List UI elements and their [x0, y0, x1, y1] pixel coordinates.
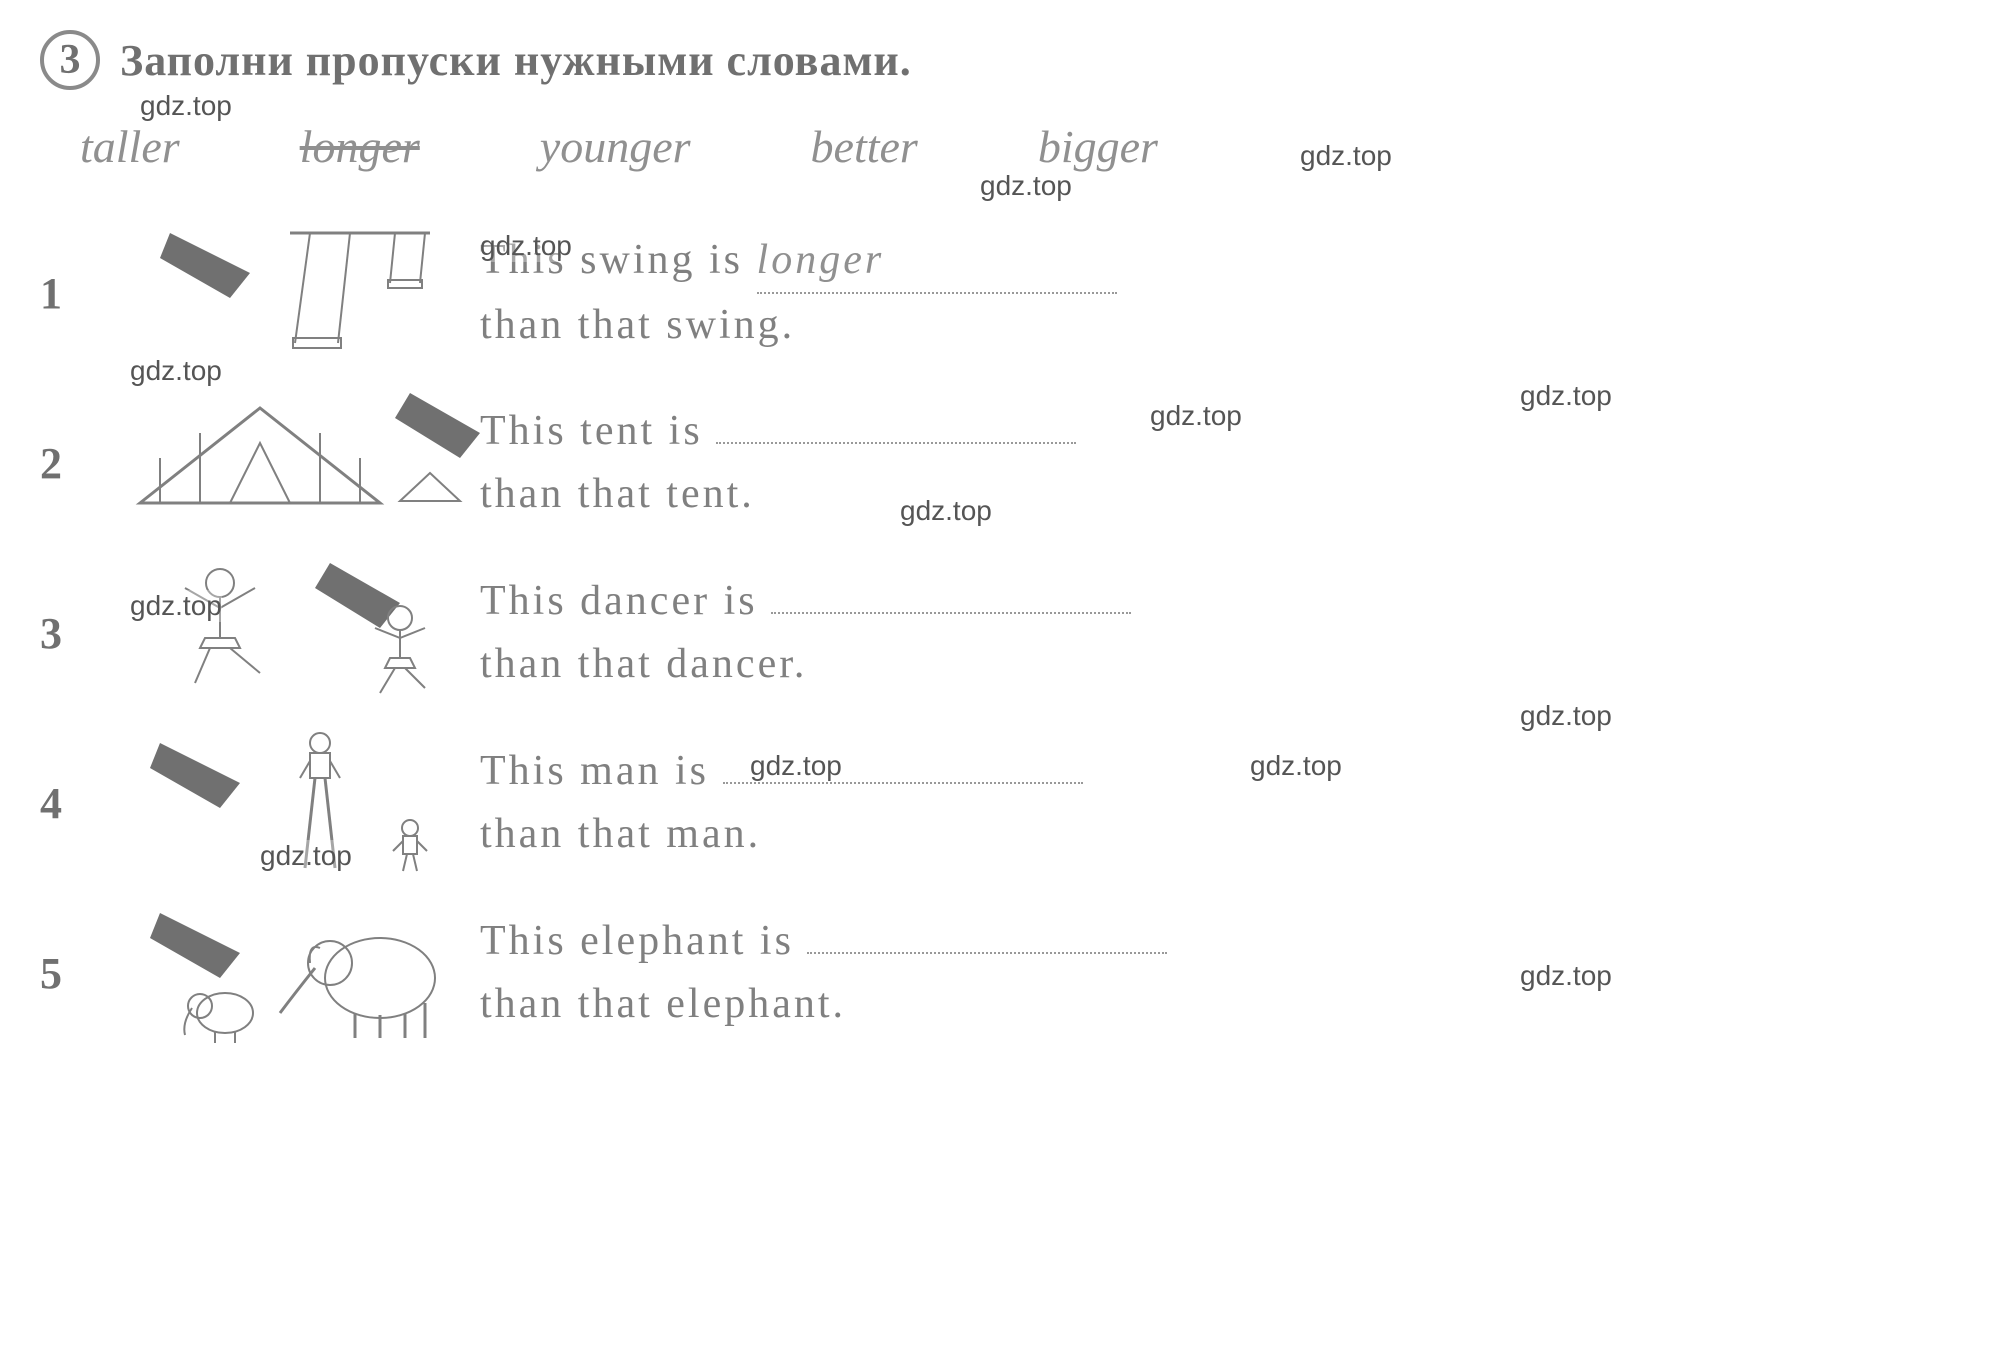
row-image	[100, 553, 480, 713]
row-image	[100, 723, 480, 883]
watermark: gdz.top	[140, 90, 232, 122]
sentence-suffix: than that tent.	[480, 471, 755, 517]
sentence-suffix: than that elephant.	[480, 981, 846, 1027]
swings-illustration	[100, 213, 480, 373]
exercise-header: 3 Заполни пропуски нужными словами.	[40, 30, 1962, 90]
exercise-row: 2 This tent is than that tent.	[40, 383, 1962, 543]
exercise-row: 5 This elephant is than that elephant.	[40, 893, 1962, 1053]
watermark: gdz.top	[980, 170, 1072, 202]
sentence-suffix: than that swing.	[480, 302, 795, 348]
word-bank-item: better	[811, 120, 918, 173]
men-stilts-illustration	[100, 723, 480, 883]
row-number: 3	[40, 608, 100, 659]
exercise-row: 4 This man is than that man.	[40, 723, 1962, 883]
sentence-prefix: This elephant is	[480, 918, 807, 964]
exercise-row: 3 This dancer is than that dancer.	[40, 553, 1962, 713]
exercise-number-circle: 3	[40, 30, 100, 90]
word-bank: taller longer younger better bigger	[80, 120, 1962, 173]
sentence-suffix: than that man.	[480, 811, 761, 857]
blank-line[interactable]	[807, 946, 1167, 954]
word-bank-item-crossed: longer	[300, 120, 420, 173]
sentence: This tent is than that tent.	[480, 400, 1962, 526]
elephants-illustration	[100, 893, 480, 1053]
row-image	[100, 893, 480, 1053]
row-image	[100, 213, 480, 373]
sentence-prefix: This tent is	[480, 408, 716, 454]
sentence-prefix: This swing is	[480, 237, 757, 283]
sentence-prefix: This man is	[480, 748, 723, 794]
sentence-prefix: This dancer is	[480, 578, 771, 624]
sentence: This swing is longer than that swing.	[480, 229, 1962, 357]
tents-illustration	[100, 383, 480, 543]
sentence: This dancer is than that dancer.	[480, 570, 1962, 696]
word-bank-item: younger	[540, 120, 691, 173]
word-bank-item: bigger	[1038, 120, 1158, 173]
row-number: 4	[40, 778, 100, 829]
blank-line[interactable]	[771, 606, 1131, 614]
exercise-number: 3	[60, 36, 81, 84]
blank-line[interactable]	[716, 436, 1076, 444]
exercise-row: 1 This swing is longer than that swing.	[40, 213, 1962, 373]
row-number: 1	[40, 268, 100, 319]
blank-line[interactable]	[723, 776, 1083, 784]
exercise-instruction: Заполни пропуски нужными словами.	[120, 35, 912, 86]
row-image	[100, 383, 480, 543]
row-number: 2	[40, 438, 100, 489]
blank-filled[interactable]: longer	[757, 229, 1117, 294]
sentence: This elephant is than that elephant.	[480, 910, 1962, 1036]
sentence: This man is than that man.	[480, 740, 1962, 866]
sentence-suffix: than that dancer.	[480, 641, 807, 687]
row-number: 5	[40, 948, 100, 999]
dancers-illustration	[100, 553, 480, 713]
word-bank-item: taller	[80, 120, 180, 173]
